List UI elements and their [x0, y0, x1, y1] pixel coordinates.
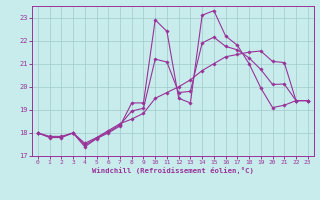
- X-axis label: Windchill (Refroidissement éolien,°C): Windchill (Refroidissement éolien,°C): [92, 167, 254, 174]
